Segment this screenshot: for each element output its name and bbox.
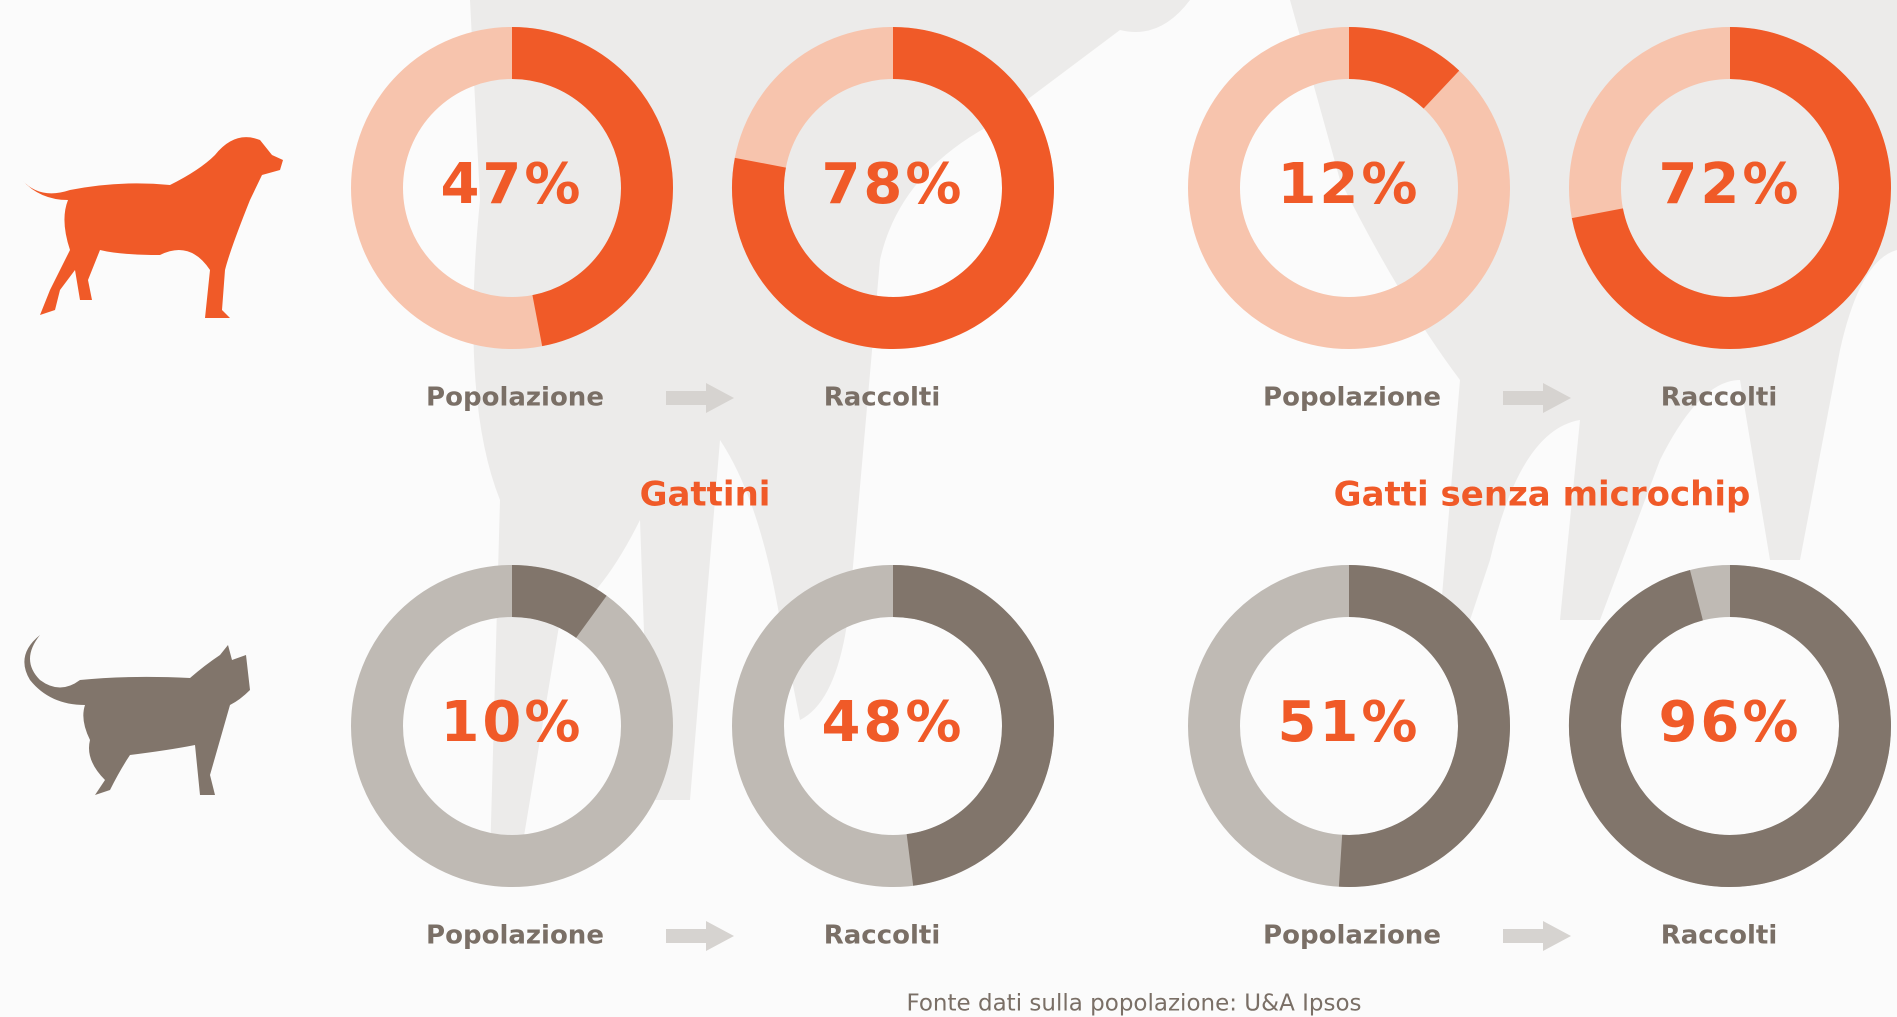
category-label: Raccolti: [1661, 383, 1778, 413]
category-label: Popolazione: [1263, 921, 1441, 951]
category-label: Popolazione: [1263, 383, 1441, 413]
category-label: Raccolti: [1661, 921, 1778, 951]
category-label: Popolazione: [426, 921, 604, 951]
group-title: Gattini: [640, 475, 771, 515]
value-label: 72%: [1658, 152, 1801, 217]
value-label: 10%: [440, 690, 583, 755]
value-label: 12%: [1277, 152, 1420, 217]
value-label: 78%: [821, 152, 964, 217]
value-label: 48%: [821, 690, 964, 755]
value-label: 96%: [1658, 690, 1801, 755]
group-title: Gatti senza microchip: [1334, 475, 1751, 515]
category-label: Raccolti: [824, 921, 941, 951]
source-note: Fonte dati sulla popolazione: U&A Ipsos: [906, 991, 1361, 1017]
category-label: Popolazione: [426, 383, 604, 413]
value-label: 51%: [1277, 690, 1420, 755]
infographic: 47% Popolazione 78% Raccolti 12% Popolazione 7…: [0, 0, 1897, 1017]
category-label: Raccolti: [824, 383, 941, 413]
donut-segment: [512, 591, 591, 617]
value-label: 47%: [440, 152, 583, 217]
